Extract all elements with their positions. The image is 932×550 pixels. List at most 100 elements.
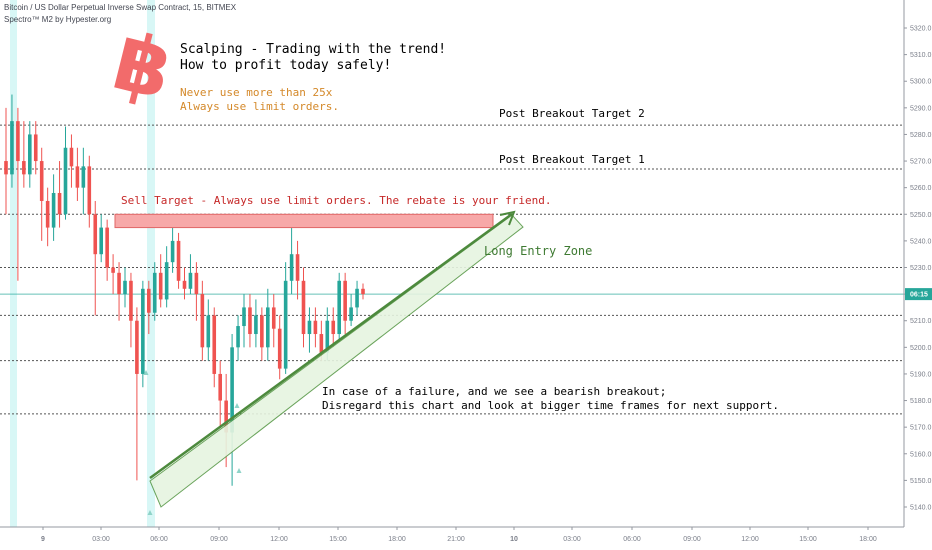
candle-body xyxy=(111,267,115,273)
candle-body xyxy=(355,288,359,308)
session-band xyxy=(147,0,155,527)
time-tick-label: 12:00 xyxy=(741,536,759,543)
warning-line-2: Always use limit orders. xyxy=(180,100,339,113)
candle-body xyxy=(307,320,312,335)
price-tick-label: 5290.0 xyxy=(910,105,932,112)
signal-arrow-icon xyxy=(143,370,149,375)
candle-body xyxy=(325,320,330,353)
time-tick-label: 9 xyxy=(41,536,45,543)
price-tick-label: 5190.0 xyxy=(910,371,932,378)
candle-body xyxy=(343,280,347,321)
candle-body xyxy=(361,288,365,295)
candle-body xyxy=(248,307,252,335)
signal-arrow-icon xyxy=(147,510,153,515)
candle-body xyxy=(337,280,341,335)
candle-body xyxy=(289,254,294,281)
price-tick-label: 5240.0 xyxy=(910,238,932,245)
time-tick-label: 10 xyxy=(510,536,518,543)
candle-body xyxy=(319,334,324,353)
candle-body xyxy=(4,161,8,175)
candle-body xyxy=(87,166,92,215)
price-tick-label: 5270.0 xyxy=(910,159,932,166)
candle-body xyxy=(188,272,193,289)
target-1-label: Post Breakout Target 1 xyxy=(499,153,645,166)
long-entry-zone xyxy=(149,214,524,508)
candle-body xyxy=(152,272,157,313)
candle-body xyxy=(158,272,163,300)
sell-target-zone xyxy=(114,213,494,229)
candle-body xyxy=(254,315,258,335)
price-tick-label: 5280.0 xyxy=(910,132,932,139)
price-tick-label: 5210.0 xyxy=(910,318,932,325)
candle-body xyxy=(176,240,181,281)
session-band xyxy=(10,0,17,527)
candle-body xyxy=(123,280,127,295)
candle-body xyxy=(349,307,353,321)
drawing-shapes xyxy=(114,210,524,515)
candle-body xyxy=(117,272,121,295)
candle-body xyxy=(164,262,169,300)
price-tick-label: 5140.0 xyxy=(910,505,932,512)
candle-body xyxy=(170,240,175,263)
candle-body xyxy=(99,227,103,255)
candle-body xyxy=(28,134,32,175)
indicator-title: Spectro™ M2 by Hypester.org xyxy=(4,15,112,24)
price-tick-label: 5180.0 xyxy=(910,398,932,405)
time-tick-label: 15:00 xyxy=(799,536,817,543)
candle-body xyxy=(10,121,14,175)
current-price-tag-label: 06:15 xyxy=(910,292,928,299)
candle-body xyxy=(313,320,318,335)
candle-body xyxy=(147,288,151,313)
candle-body xyxy=(266,307,270,348)
candle-body xyxy=(63,147,68,215)
price-tick-label: 5170.0 xyxy=(910,425,932,432)
time-tick-label: 03:00 xyxy=(92,536,110,543)
time-tick-label: 12:00 xyxy=(270,536,288,543)
time-tick-label: 15:00 xyxy=(329,536,347,543)
candle-body xyxy=(236,326,240,348)
warning-line-1: Never use more than 25x xyxy=(180,86,333,99)
price-tick-label: 5300.0 xyxy=(910,79,932,86)
time-tick-label: 18:00 xyxy=(859,536,877,543)
title-line-1: Scalping - Trading with the trend! xyxy=(180,42,447,57)
price-tick-label: 5160.0 xyxy=(910,451,932,458)
target-2-label: Post Breakout Target 2 xyxy=(499,107,645,120)
price-tick-label: 5310.0 xyxy=(910,52,932,59)
candle-body xyxy=(283,280,288,369)
candle-body xyxy=(16,121,20,162)
failure-line-2: Disregard this chart and look at bigger … xyxy=(322,399,779,412)
candle-body xyxy=(277,328,282,369)
bitcoin-logo-icon: ฿ xyxy=(105,14,182,118)
candle-body xyxy=(218,373,222,401)
candle-body xyxy=(206,315,211,348)
sell-target-label: Sell Target - Always use limit orders. T… xyxy=(121,194,552,207)
candle-body xyxy=(212,315,217,374)
candle-body xyxy=(182,280,187,289)
time-tick-label: 09:00 xyxy=(210,536,228,543)
candle-body xyxy=(105,227,109,268)
signal-arrow-icon xyxy=(236,468,242,473)
price-tick-label: 5320.0 xyxy=(910,26,932,33)
time-tick-label: 21:00 xyxy=(447,536,465,543)
price-tick-label: 5230.0 xyxy=(910,265,932,272)
candle-body xyxy=(57,192,62,215)
candle-body xyxy=(242,307,246,327)
candle-body xyxy=(22,161,26,175)
candle-body xyxy=(230,347,234,433)
time-tick-label: 03:00 xyxy=(563,536,581,543)
candle-body xyxy=(295,254,300,281)
candle-body xyxy=(69,147,74,167)
failure-line-1: In case of a failure, and we see a beari… xyxy=(322,385,667,398)
candle-body xyxy=(301,280,306,335)
trend-arrow-line xyxy=(149,212,513,480)
candle-body xyxy=(331,320,336,335)
time-tick-label: 09:00 xyxy=(683,536,701,543)
title-line-2: How to profit today safely! xyxy=(180,58,392,73)
price-tick-label: 5150.0 xyxy=(910,478,932,485)
candle-body xyxy=(200,294,205,348)
candle-body xyxy=(51,192,56,228)
candles xyxy=(4,94,365,486)
